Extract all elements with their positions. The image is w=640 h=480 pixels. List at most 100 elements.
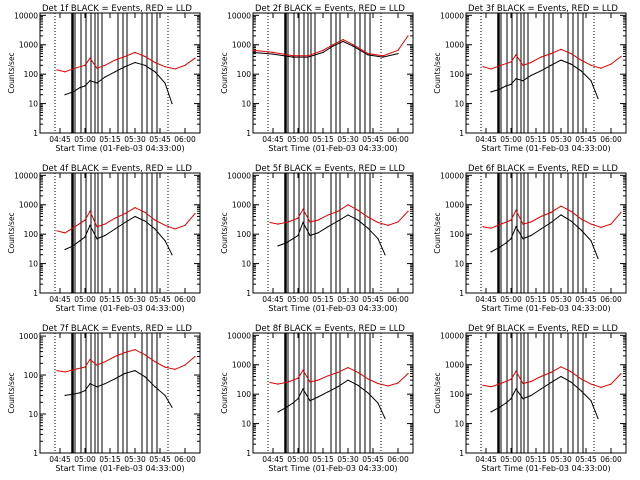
events-data-point bbox=[580, 229, 582, 231]
lld-data-point bbox=[515, 209, 517, 211]
lld-data-point bbox=[550, 211, 552, 213]
lld-data-point bbox=[600, 226, 602, 228]
panel-title: Det 7f BLACK = Events, RED = LLD bbox=[42, 324, 192, 334]
lld-data-point bbox=[377, 382, 379, 385]
y-tick-label: 10000 bbox=[227, 331, 251, 340]
y-tick-label: 10 bbox=[454, 420, 464, 429]
panel-title: Det 2f BLACK = Events, RED = LLD bbox=[255, 4, 405, 14]
events-data-point bbox=[367, 392, 369, 394]
lld-data-point bbox=[89, 210, 91, 212]
events-data-point bbox=[357, 219, 359, 221]
x-tick-label: 05:45 bbox=[575, 135, 597, 144]
y-tick-label: 1000 bbox=[232, 201, 251, 210]
lld-data-point bbox=[407, 210, 409, 212]
lld-data-point bbox=[164, 66, 166, 68]
y-tick-label: 1 bbox=[246, 289, 251, 298]
lld-series-line bbox=[482, 366, 622, 388]
events-data-point bbox=[515, 388, 517, 390]
lld-data-point bbox=[114, 355, 116, 358]
events-data-point bbox=[297, 234, 299, 237]
events-data-point bbox=[134, 215, 136, 218]
lld-data-point bbox=[620, 55, 622, 58]
y-axis-label: Counts/sec bbox=[7, 52, 16, 93]
events-data-point bbox=[384, 254, 386, 256]
lld-data-point bbox=[194, 213, 196, 215]
panel-content bbox=[253, 13, 409, 133]
lld-data-point bbox=[560, 48, 562, 50]
lld-data-point bbox=[74, 67, 76, 69]
events-data-point bbox=[171, 406, 173, 408]
events-data-point bbox=[332, 45, 334, 47]
y-tick-label: 1 bbox=[459, 449, 464, 458]
events-data-point bbox=[114, 228, 116, 230]
events-data-point bbox=[114, 71, 116, 73]
y-axis-label: Counts/sec bbox=[220, 372, 229, 413]
panel-title: Det 8f BLACK = Events, RED = LLD bbox=[255, 324, 405, 334]
events-data-point bbox=[64, 248, 66, 251]
lld-data-point bbox=[253, 49, 254, 51]
lld-data-point bbox=[322, 49, 324, 51]
x-tick-label: 06:00 bbox=[174, 455, 196, 464]
lld-data-point bbox=[560, 205, 562, 207]
events-data-point bbox=[522, 80, 524, 82]
lld-data-point bbox=[570, 371, 572, 373]
events-data-point bbox=[352, 45, 354, 47]
x-tick-label: 04:45 bbox=[49, 295, 71, 304]
events-data-point bbox=[292, 56, 294, 58]
x-axis-label: Start Time (01-Feb-03 04:33:00) bbox=[55, 464, 184, 473]
lld-data-point bbox=[357, 371, 359, 373]
events-data-point bbox=[72, 245, 74, 247]
x-tick-label: 06:00 bbox=[387, 295, 409, 304]
y-tick-label: 10000 bbox=[440, 171, 464, 180]
y-tick-label: 1000 bbox=[232, 361, 251, 370]
lld-data-point bbox=[134, 349, 136, 351]
y-tick-label: 10 bbox=[454, 100, 464, 109]
lld-data-point bbox=[590, 64, 592, 66]
lld-data-point bbox=[297, 377, 299, 379]
x-tick-label: 06:00 bbox=[600, 455, 622, 464]
events-data-point bbox=[124, 372, 126, 375]
lld-data-point bbox=[317, 219, 319, 221]
lld-data-point bbox=[96, 226, 98, 228]
lld-data-point bbox=[482, 226, 484, 228]
lld-data-point bbox=[154, 219, 156, 221]
x-tick-label: 05:30 bbox=[550, 295, 572, 304]
events-data-point bbox=[154, 386, 156, 388]
x-tick-label: 05:45 bbox=[149, 295, 171, 304]
x-tick-label: 05:15 bbox=[99, 295, 121, 304]
events-data-point bbox=[347, 379, 349, 381]
lld-data-point bbox=[144, 354, 146, 356]
lld-data-point bbox=[317, 379, 319, 381]
y-tick-label: 1000 bbox=[19, 201, 38, 210]
lld-data-point bbox=[610, 223, 612, 225]
events-data-point bbox=[397, 53, 399, 55]
x-axis-label: Start Time (01-Feb-03 04:33:00) bbox=[55, 304, 184, 313]
x-tick-label: 05:45 bbox=[362, 455, 384, 464]
events-data-point bbox=[550, 381, 552, 384]
events-data-point bbox=[164, 82, 166, 84]
lld-data-point bbox=[269, 381, 271, 384]
lld-data-point bbox=[397, 49, 399, 51]
plot-frame bbox=[252, 172, 414, 294]
lld-data-point bbox=[490, 386, 492, 388]
events-data-point bbox=[570, 63, 572, 65]
y-axis-label: Counts/sec bbox=[433, 52, 442, 93]
x-tick-label: 04:45 bbox=[262, 135, 284, 144]
x-tick-label: 05:30 bbox=[337, 295, 359, 304]
x-tick-label: 05:30 bbox=[337, 455, 359, 464]
x-tick-label: 04:45 bbox=[475, 295, 497, 304]
events-series-line bbox=[64, 61, 173, 104]
lld-data-point bbox=[327, 375, 329, 377]
lld-data-point bbox=[89, 57, 91, 59]
lld-data-point bbox=[382, 55, 384, 57]
y-tick-label: 100 bbox=[237, 390, 252, 399]
lld-data-point bbox=[272, 51, 274, 53]
lld-data-point bbox=[580, 59, 582, 61]
events-data-point bbox=[377, 238, 379, 240]
plot-frame bbox=[39, 332, 201, 454]
panel-content bbox=[267, 333, 409, 453]
lld-data-point bbox=[64, 232, 66, 234]
events-series-line bbox=[277, 379, 386, 419]
lld-data-point bbox=[387, 385, 389, 387]
x-tick-label: 05:00 bbox=[287, 455, 309, 464]
